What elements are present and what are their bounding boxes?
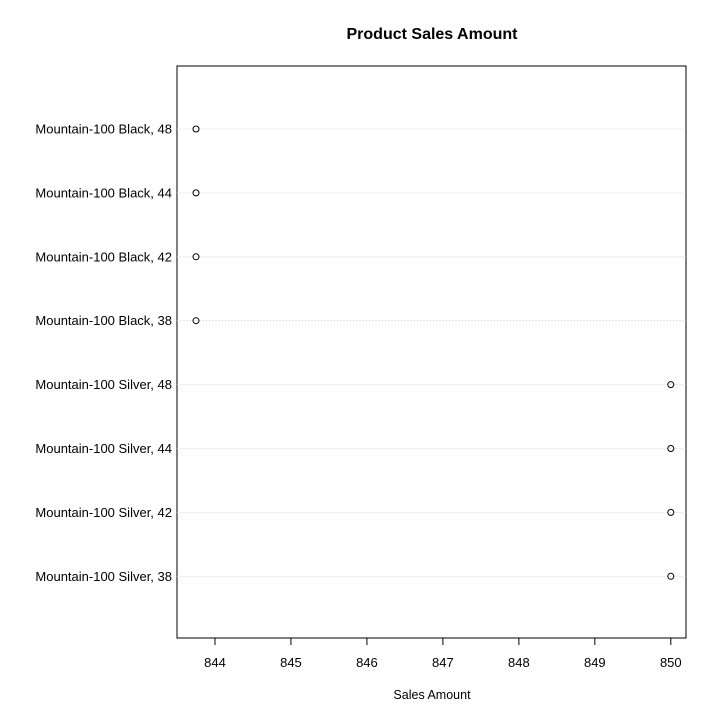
data-points xyxy=(192,125,675,580)
data-point xyxy=(192,253,200,261)
category-label: Mountain-100 Black, 42 xyxy=(35,249,172,264)
data-point xyxy=(667,445,675,452)
category-label: Mountain-100 Silver, 42 xyxy=(35,505,172,520)
category-label: Mountain-100 Silver, 48 xyxy=(35,377,172,392)
chart-title: Product Sales Amount xyxy=(347,26,519,43)
category-label: Mountain-100 Silver, 38 xyxy=(35,569,172,584)
category-label: Mountain-100 Silver, 44 xyxy=(35,441,172,456)
x-tick-label: 847 xyxy=(432,655,454,670)
x-tick-label: 850 xyxy=(660,655,682,670)
x-axis: 844 845 846 847 848 849 850 xyxy=(204,638,682,670)
category-labels: Mountain-100 Black, 48 Mountain-100 Black… xyxy=(35,122,172,584)
category-label: Mountain-100 Black, 44 xyxy=(35,185,172,200)
data-point xyxy=(667,381,675,389)
plot-frame xyxy=(176,65,687,639)
data-point xyxy=(192,125,200,133)
x-tick-label: 844 xyxy=(204,655,226,670)
x-axis-label: Sales Amount xyxy=(393,688,471,702)
data-point xyxy=(667,508,675,516)
x-tick-label: 849 xyxy=(584,655,606,670)
guide-lines xyxy=(177,128,686,577)
x-tick-label: 846 xyxy=(356,655,378,670)
data-point xyxy=(192,317,200,325)
category-label: Mountain-100 Black, 48 xyxy=(35,122,172,137)
x-tick-label: 845 xyxy=(280,655,302,670)
data-point xyxy=(667,572,675,580)
data-point xyxy=(192,189,200,197)
x-tick-label: 848 xyxy=(508,655,530,670)
category-label: Mountain-100 Black, 38 xyxy=(35,313,172,328)
